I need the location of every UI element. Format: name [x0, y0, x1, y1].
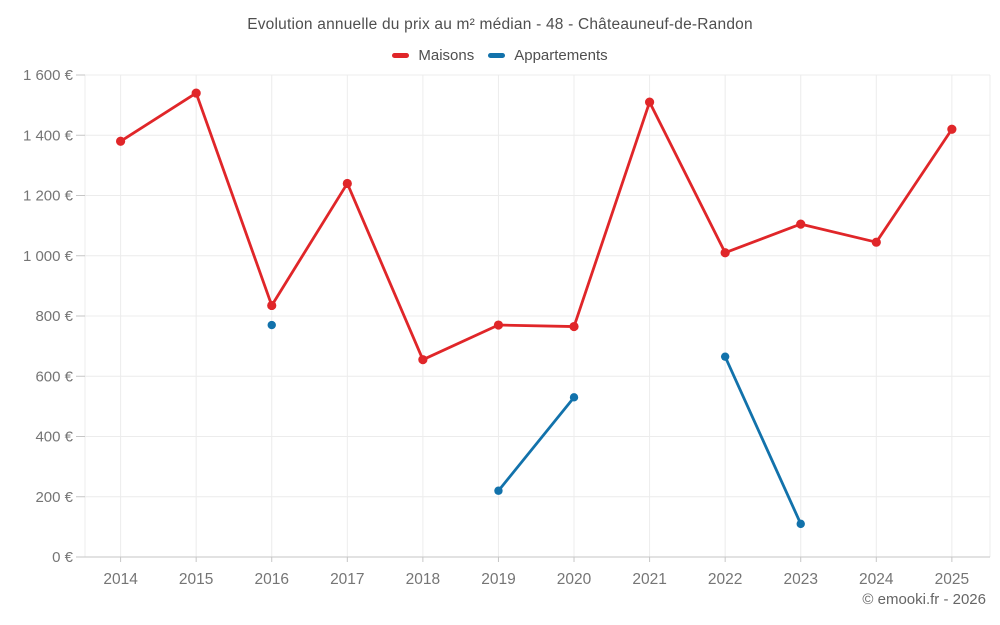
appartements-swatch-icon: [488, 52, 506, 58]
series-line-appartements: [723, 355, 803, 526]
x-tick-label: 2020: [557, 571, 592, 588]
y-tick-label: 1 400 €: [23, 127, 74, 144]
x-tick-label: 2021: [632, 571, 666, 588]
maisons-swatch-icon: [392, 52, 410, 58]
y-tick-label: 1 000 €: [23, 248, 74, 265]
point-appartements-2016[interactable]: [267, 320, 276, 330]
y-tick-label: 600 €: [35, 368, 73, 385]
point-maisons-2014[interactable]: [116, 136, 126, 146]
series-line-maisons: [119, 91, 954, 362]
point-maisons-2021[interactable]: [644, 97, 655, 107]
y-tick-label: 800 €: [35, 308, 73, 325]
x-tick-label: 2017: [330, 571, 364, 588]
x-tick-label: 2014: [103, 571, 138, 588]
point-appartements-2019[interactable]: [494, 486, 503, 495]
y-tick-label: 1 600 €: [23, 67, 74, 84]
legend-item-maisons[interactable]: Maisons: [392, 47, 474, 64]
x-tick-label: 2016: [254, 571, 288, 588]
x-tick-label: 2018: [406, 571, 440, 588]
point-maisons-2023[interactable]: [796, 219, 806, 229]
point-maisons-2025[interactable]: [947, 124, 957, 134]
legend-label-maisons: Maisons: [418, 46, 475, 64]
x-tick-label: 2015: [179, 571, 213, 588]
x-tick-label: 2022: [708, 571, 742, 588]
chart-title: Evolution annuelle du prix au m² médian …: [247, 16, 753, 33]
point-maisons-2019[interactable]: [493, 320, 504, 330]
x-tick-label: 2025: [935, 571, 969, 588]
legend: Maisons Appartements: [0, 45, 1000, 65]
point-maisons-2016[interactable]: [267, 300, 277, 311]
series-line-appartements: [497, 395, 576, 493]
x-tick-label: 2024: [859, 571, 894, 588]
y-tick-label: 200 €: [35, 489, 73, 506]
point-maisons-2022[interactable]: [720, 248, 730, 258]
point-appartements-2020[interactable]: [569, 393, 579, 402]
y-tick-label: 0 €: [52, 549, 74, 566]
x-tick-label: 2023: [783, 571, 817, 588]
point-maisons-2020[interactable]: [569, 321, 579, 332]
x-tick-label: 2019: [481, 571, 515, 588]
point-maisons-2024[interactable]: [871, 237, 881, 247]
point-maisons-2015[interactable]: [191, 88, 201, 98]
y-tick-label: 1 200 €: [23, 188, 74, 205]
legend-item-appartements[interactable]: Appartements: [488, 46, 608, 64]
point-appartements-2022[interactable]: [720, 352, 730, 361]
point-maisons-2018[interactable]: [418, 355, 428, 365]
point-maisons-2017[interactable]: [342, 178, 352, 189]
copyright: © emooki.fr - 2026: [862, 591, 986, 608]
y-tick-label: 400 €: [35, 429, 73, 446]
point-appartements-2023[interactable]: [796, 519, 805, 529]
legend-label-appartements: Appartements: [514, 46, 608, 64]
